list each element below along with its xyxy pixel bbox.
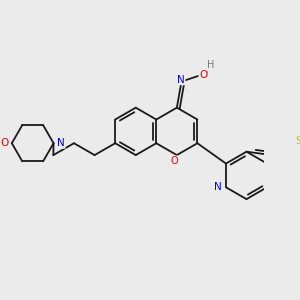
Text: N: N bbox=[214, 182, 222, 192]
Text: O: O bbox=[0, 138, 8, 148]
Text: S: S bbox=[296, 136, 300, 146]
Text: O: O bbox=[199, 70, 207, 80]
Text: O: O bbox=[170, 156, 178, 166]
Text: N: N bbox=[177, 75, 185, 85]
Text: H: H bbox=[207, 60, 214, 70]
Text: N: N bbox=[57, 138, 65, 148]
